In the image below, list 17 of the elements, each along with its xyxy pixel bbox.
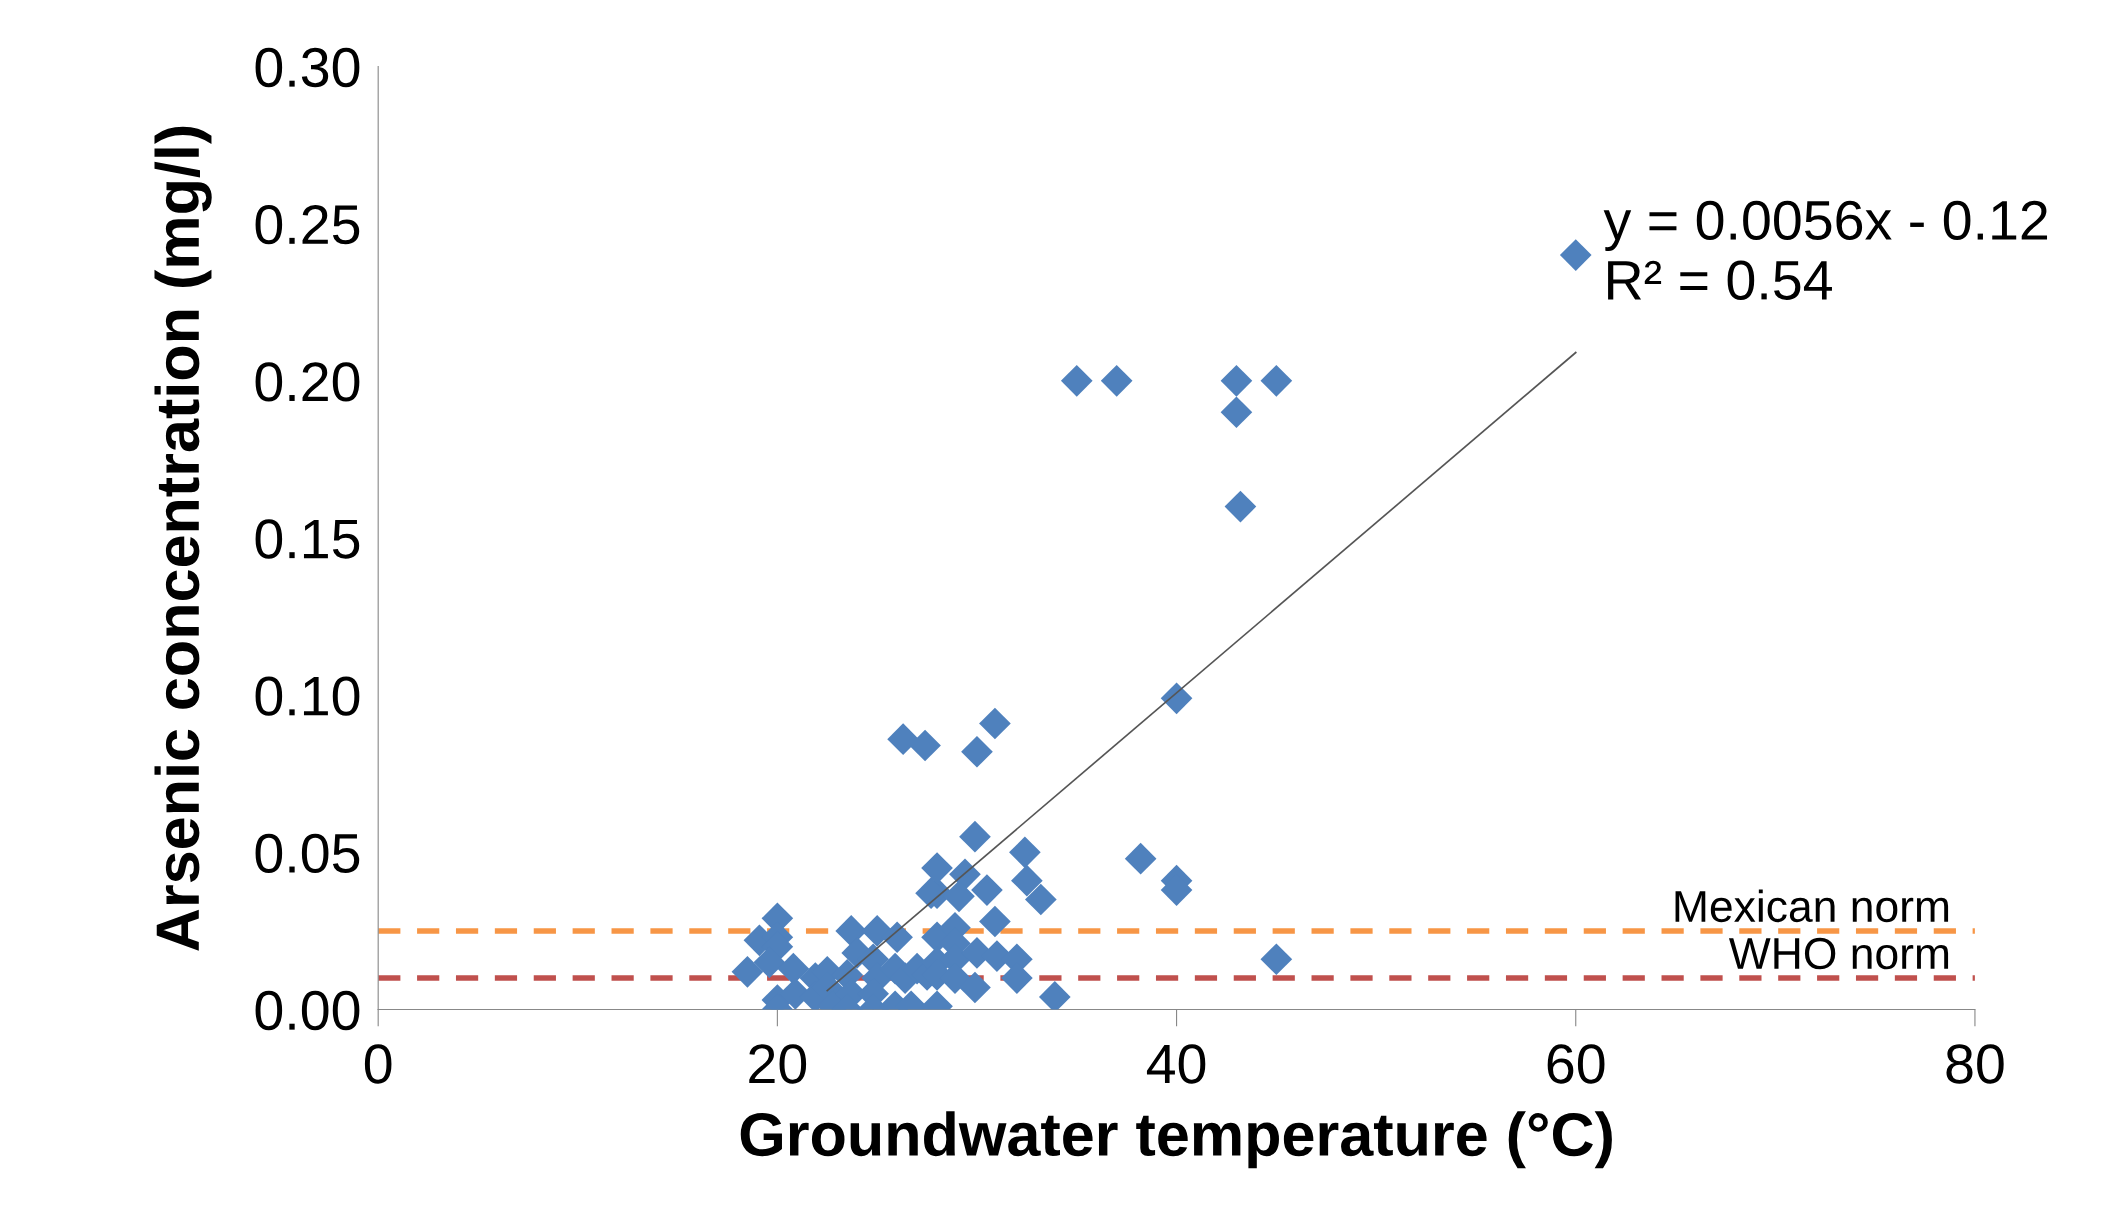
x-tick-label: 0 [364,1044,392,1084]
y-tick-label: 0.30 [255,47,360,88]
y-tick-label: 0.10 [255,676,360,716]
ref-line-label: Mexican norm [1675,889,1949,923]
x-tick-label: 20 [749,1044,807,1084]
y-axis-title: Arsenic concentration (mg/l) [154,126,212,951]
y-tick-label: 0.15 [255,519,360,559]
y-tick-label: 0.25 [255,205,360,245]
ref-line-label: WHO norm [1728,937,1949,970]
y-tick-label: 0.20 [255,362,360,402]
x-tick-label: 80 [1946,1044,2004,1084]
annotation: y = 0.0056x - 0.12 R² = 0.54 [1603,200,2048,300]
y-tick-label: 0.00 [255,990,360,1031]
x-tick-label: 60 [1547,1044,1605,1084]
x-tick-label: 40 [1146,1044,1206,1084]
x-axis-title: Groundwater temperature (°C) [740,1111,1612,1169]
y-tick-label: 0.05 [255,833,360,874]
